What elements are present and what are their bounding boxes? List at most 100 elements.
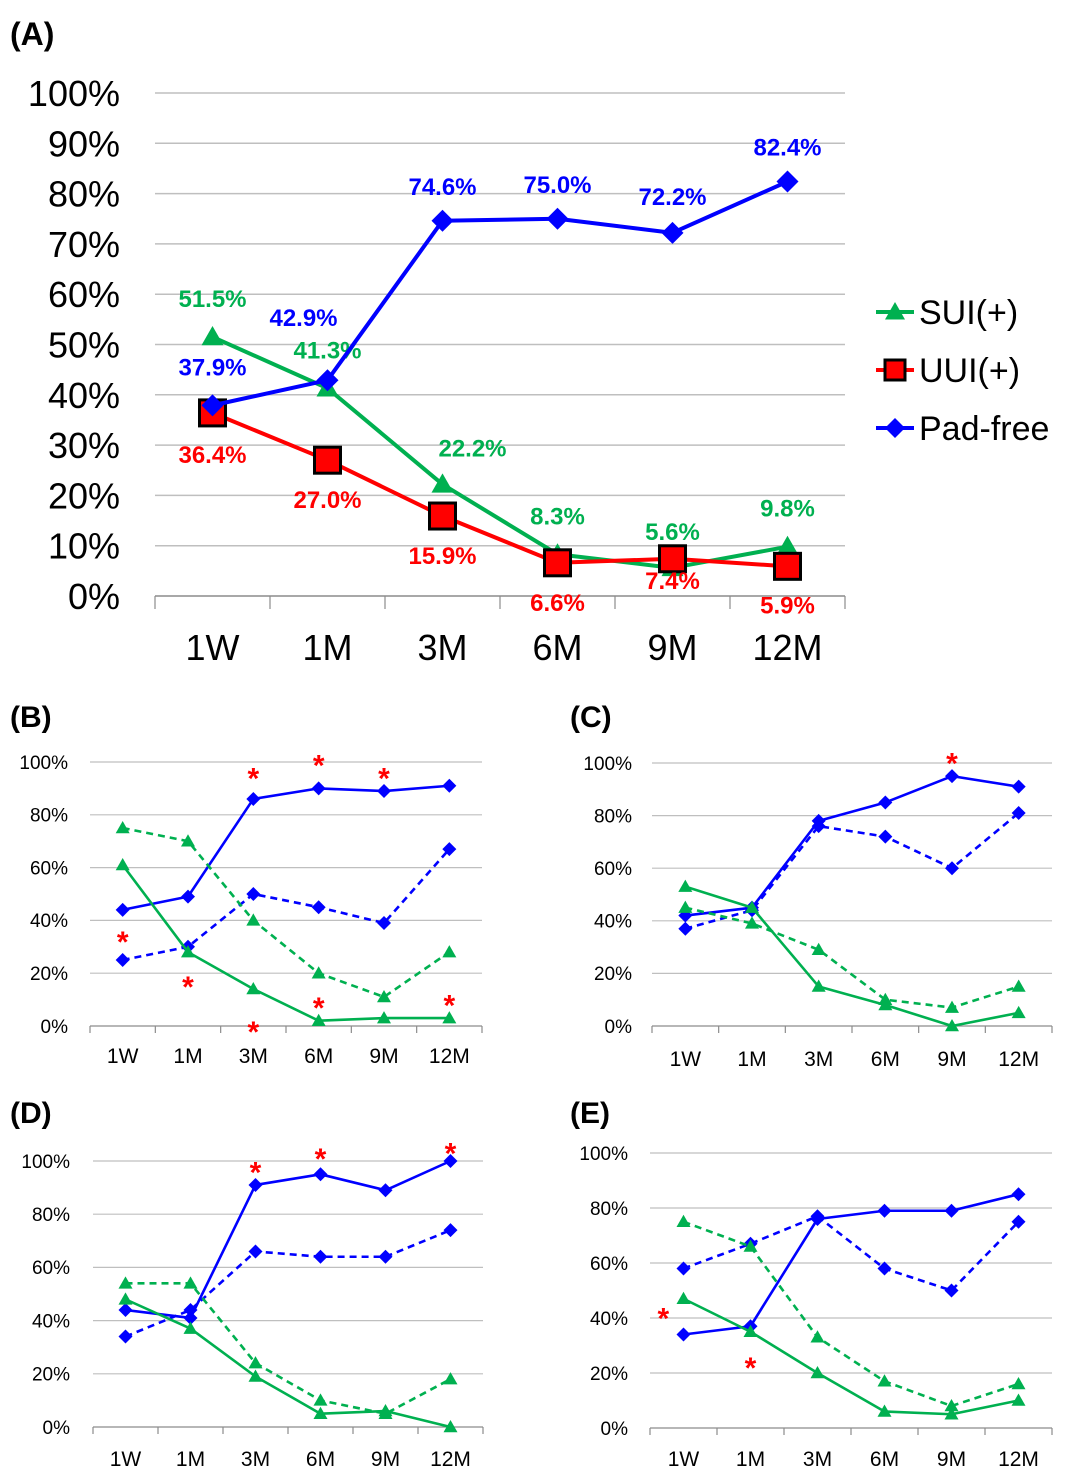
x-tick-label: 3M (803, 1448, 832, 1471)
y-tick-label: 100% (28, 73, 120, 114)
data-point (115, 902, 130, 917)
x-tick-label: 3M (417, 627, 467, 668)
data-point (877, 1203, 892, 1218)
significance-star: * (117, 926, 129, 959)
data-point (181, 889, 195, 904)
data-point (316, 369, 339, 392)
legend-marker (885, 418, 905, 438)
series-line-padfree-solid (122, 784, 450, 912)
data-point (248, 1356, 263, 1369)
data-label: 41.3% (293, 337, 361, 364)
data-point (945, 1000, 959, 1013)
data-label: 5.6% (645, 519, 700, 546)
data-point (442, 778, 457, 793)
data-point (442, 945, 457, 958)
data-point (115, 953, 130, 967)
x-tick-label: 3M (804, 1048, 833, 1071)
significance-star: * (658, 1303, 670, 1336)
series-line-sui-solid (124, 1298, 451, 1429)
series-line-padfree-dashed (683, 1214, 1020, 1292)
y-tick-label: 20% (590, 1364, 628, 1385)
series-line-sui-solid (682, 1297, 1019, 1416)
y-tick-label: 100% (579, 1144, 628, 1165)
x-tick-label: 9M (369, 1045, 398, 1068)
data-label: 5.9% (760, 592, 815, 619)
y-tick-label: 40% (48, 375, 120, 416)
y-tick-label: 0% (601, 1419, 629, 1440)
data-point (183, 1276, 198, 1289)
data-point (443, 1372, 458, 1385)
data-point (878, 795, 893, 810)
data-point (431, 473, 454, 493)
x-tick-label: 6M (871, 1048, 900, 1071)
y-tick-label: 0% (43, 1418, 71, 1439)
data-point (246, 791, 261, 806)
data-point (676, 1291, 691, 1304)
data-label: 42.9% (269, 305, 337, 332)
y-tick-label: 100% (19, 753, 68, 774)
data-point (431, 209, 454, 232)
data-point (944, 1283, 959, 1298)
data-label: 74.6% (408, 174, 476, 201)
data-label: 37.9% (178, 354, 246, 381)
y-tick-label: 20% (48, 475, 120, 516)
significance-star: * (250, 1156, 262, 1189)
data-point (878, 829, 893, 844)
series-line-sui-dashed (122, 826, 451, 999)
data-point (248, 1244, 263, 1259)
y-tick-label: 20% (32, 1365, 70, 1386)
data-point (676, 1214, 691, 1227)
x-tick-label: 3M (239, 1045, 268, 1068)
legend-entry: SUI(+) (919, 294, 1018, 332)
x-tick-label: 6M (870, 1448, 899, 1471)
data-point (118, 1292, 133, 1305)
data-point (543, 548, 572, 578)
data-point (745, 916, 759, 929)
legend-entry: UUI(+) (919, 352, 1020, 390)
data-point (115, 821, 130, 834)
data-label: 8.3% (530, 503, 585, 530)
y-tick-label: 0% (68, 576, 120, 617)
significance-star: * (315, 1143, 327, 1176)
data-point (1011, 1214, 1026, 1229)
data-point (944, 1399, 959, 1412)
x-tick-label: 1M (173, 1045, 202, 1068)
series-line-sui-dashed (125, 1282, 452, 1415)
y-tick-label: 80% (32, 1205, 70, 1226)
series-line-padfree-dashed (684, 811, 1020, 930)
y-tick-label: 40% (594, 912, 632, 933)
data-point (443, 1223, 458, 1238)
data-label: 22.2% (438, 435, 506, 462)
data-point (1011, 779, 1026, 794)
data-point (546, 207, 569, 230)
y-tick-label: 60% (30, 858, 68, 879)
data-label: 7.4% (645, 568, 700, 595)
y-tick-label: 90% (48, 123, 120, 164)
data-point (181, 834, 195, 847)
y-tick-label: 60% (594, 859, 632, 880)
significance-star: * (946, 748, 958, 781)
data-label: 27.0% (293, 487, 361, 514)
series-line-sui-solid (684, 885, 1019, 1028)
y-tick-label: 100% (21, 1152, 70, 1173)
data-point (442, 1011, 457, 1024)
data-point (1011, 1187, 1026, 1202)
y-tick-label: 80% (30, 806, 68, 827)
data-point (811, 979, 826, 992)
data-point (1011, 1005, 1026, 1019)
y-tick-label: 50% (48, 324, 120, 365)
data-point (678, 921, 693, 936)
data-point (248, 1177, 263, 1192)
series-line-sui-solid (121, 864, 450, 1023)
significance-star: * (445, 1138, 457, 1171)
x-tick-label: 3M (241, 1448, 270, 1471)
data-point (443, 1420, 458, 1433)
y-tick-label: 60% (32, 1258, 70, 1279)
x-tick-label: 9M (937, 1048, 966, 1071)
y-tick-label: 60% (48, 274, 120, 315)
data-point (428, 501, 457, 531)
y-tick-label: 80% (590, 1199, 628, 1220)
significance-star: * (313, 749, 325, 782)
data-point (1011, 1377, 1026, 1390)
legend-marker (885, 302, 905, 320)
